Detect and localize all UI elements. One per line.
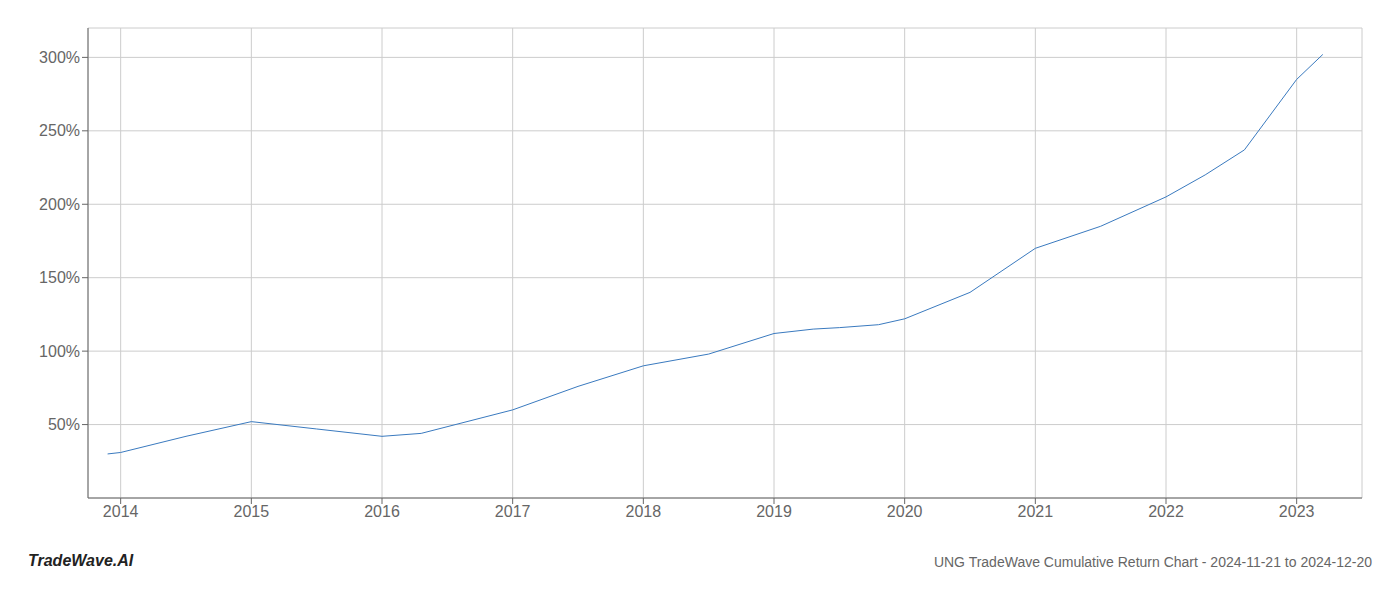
svg-text:2018: 2018 [626, 503, 662, 520]
svg-text:100%: 100% [39, 343, 80, 360]
svg-text:200%: 200% [39, 196, 80, 213]
svg-text:150%: 150% [39, 269, 80, 286]
svg-text:2019: 2019 [756, 503, 792, 520]
svg-text:50%: 50% [48, 416, 80, 433]
svg-text:300%: 300% [39, 49, 80, 66]
svg-text:2014: 2014 [103, 503, 139, 520]
svg-text:2021: 2021 [1018, 503, 1054, 520]
svg-text:2015: 2015 [234, 503, 270, 520]
html-text:TradeWave.AI: TradeWave.AI [28, 552, 134, 569]
svg-text:2016: 2016 [364, 503, 400, 520]
svg-text:2022: 2022 [1148, 503, 1184, 520]
svg-text:2020: 2020 [887, 503, 923, 520]
svg-text:250%: 250% [39, 122, 80, 139]
html-text:UNG TradeWave Cumulative Retur: UNG TradeWave Cumulative Return Chart - … [933, 554, 1372, 570]
svg-text:2017: 2017 [495, 503, 531, 520]
svg-text:2023: 2023 [1279, 503, 1315, 520]
